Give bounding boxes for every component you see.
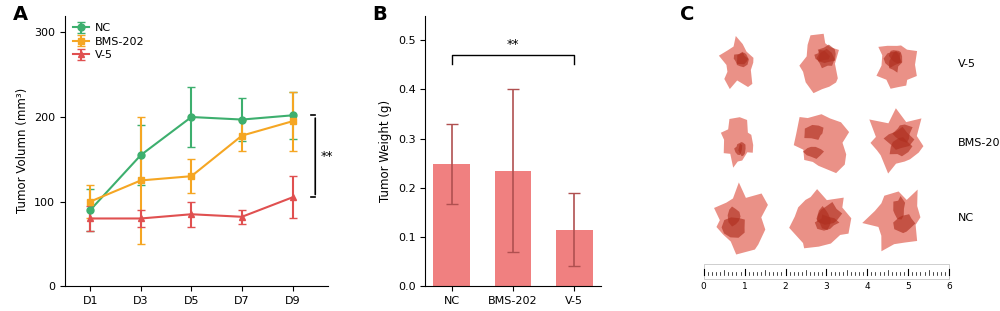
Legend: NC, BMS-202, V-5: NC, BMS-202, V-5 [71, 21, 147, 62]
Polygon shape [803, 147, 824, 159]
Polygon shape [722, 217, 745, 238]
Polygon shape [884, 127, 914, 150]
Text: V-5: V-5 [958, 59, 976, 69]
Text: 3: 3 [824, 282, 829, 291]
Polygon shape [889, 50, 902, 64]
Y-axis label: Tumor Volumn (mm³): Tumor Volumn (mm³) [16, 88, 29, 213]
Text: C: C [680, 5, 695, 24]
Polygon shape [893, 196, 905, 220]
Polygon shape [884, 52, 900, 68]
Polygon shape [719, 36, 753, 89]
Text: A: A [12, 5, 28, 24]
Polygon shape [889, 51, 902, 72]
Bar [433, 164, 470, 286]
Text: NC: NC [958, 213, 974, 224]
Polygon shape [738, 142, 746, 156]
Polygon shape [890, 137, 912, 156]
Text: 0: 0 [701, 282, 707, 291]
Polygon shape [817, 202, 842, 225]
Text: 6: 6 [946, 282, 952, 291]
Text: B: B [373, 5, 387, 24]
Bar [495, 170, 531, 286]
Polygon shape [818, 44, 836, 63]
Polygon shape [728, 207, 741, 227]
Text: **: ** [320, 150, 333, 163]
Polygon shape [714, 183, 768, 254]
Text: 4: 4 [865, 282, 870, 291]
Text: 5: 5 [905, 282, 911, 291]
Text: BMS-202: BMS-202 [958, 138, 1000, 148]
Polygon shape [794, 114, 849, 173]
Polygon shape [737, 53, 749, 67]
Polygon shape [817, 49, 835, 68]
Polygon shape [893, 214, 915, 233]
Bar [556, 230, 593, 286]
Text: **: ** [507, 38, 519, 51]
Polygon shape [815, 215, 839, 231]
Polygon shape [869, 108, 923, 174]
Polygon shape [862, 190, 920, 251]
Polygon shape [892, 124, 913, 143]
Text: 2: 2 [783, 282, 788, 291]
Polygon shape [804, 125, 824, 140]
Polygon shape [721, 117, 753, 168]
Polygon shape [799, 34, 839, 93]
Polygon shape [814, 50, 830, 61]
Polygon shape [789, 189, 851, 248]
Polygon shape [734, 143, 742, 155]
Y-axis label: Tumor Weight (g): Tumor Weight (g) [379, 100, 392, 202]
Polygon shape [816, 206, 831, 230]
Polygon shape [734, 52, 748, 64]
FancyBboxPatch shape [704, 264, 949, 279]
Text: 1: 1 [742, 282, 748, 291]
Polygon shape [876, 45, 917, 89]
